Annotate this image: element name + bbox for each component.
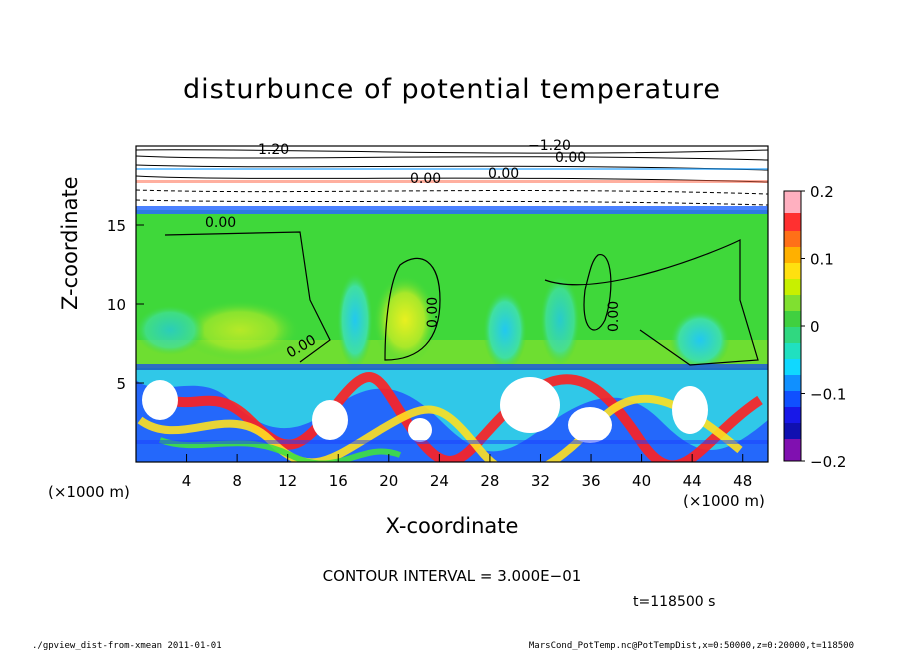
contour-interval: CONTOUR INTERVAL = 3.000E−01 — [322, 567, 582, 585]
colorbar-tick-label: −0.2 — [810, 453, 846, 471]
x-axis: 4 8 12 16 20 24 28 32 36 40 44 48 — [182, 454, 752, 490]
x-unit-left: (×1000 m) — [48, 483, 130, 501]
y-tick-label: 15 — [107, 217, 126, 235]
contour-label: 0.00 — [488, 166, 519, 182]
colorbar-tick-label: 0.2 — [810, 183, 834, 201]
contour-label: 0.00 — [555, 150, 586, 166]
colorbar-tick-label: −0.1 — [810, 386, 846, 404]
contour-label: −1.20 — [528, 138, 571, 154]
x-tick-label: 8 — [232, 472, 242, 490]
y-axis-label: Z-coordinate — [58, 176, 82, 310]
colorbar-tick-label: 0 — [810, 318, 820, 336]
colorbar — [783, 190, 802, 462]
x-tick-label: 4 — [182, 472, 192, 490]
x-tick-label: 20 — [379, 472, 398, 490]
y-tick-label: 10 — [107, 296, 126, 314]
x-tick-label: 28 — [480, 472, 499, 490]
contour-label: 0.00 — [425, 297, 441, 328]
footer-left: ./gpview_dist-from-xmean 2011-01-01 — [32, 641, 222, 651]
contour-label: 0.00 — [606, 301, 622, 332]
x-unit-right: (×1000 m) — [683, 492, 765, 510]
contour-label: 0.00 — [410, 171, 441, 187]
x-tick-label: 44 — [683, 472, 702, 490]
x-axis-label: X-coordinate — [385, 514, 519, 538]
footer-right: MarsCond_PotTemp.nc@PotTempDist,x=0:5000… — [528, 641, 854, 651]
x-tick-label: 24 — [430, 472, 449, 490]
x-tick-label: 32 — [531, 472, 550, 490]
time-label: t=118500 s — [633, 594, 716, 610]
y-axis: 5 10 15 — [107, 217, 144, 393]
x-tick-label: 36 — [581, 472, 600, 490]
x-tick-label: 12 — [278, 472, 297, 490]
y-tick-label: 5 — [116, 375, 126, 393]
contour-label: 1.20 — [258, 142, 289, 158]
heatmap-field — [136, 146, 768, 462]
colorbar-axis: 0.2 0.1 0 −0.1 −0.2 — [801, 183, 846, 471]
x-tick-label: 40 — [632, 472, 651, 490]
contour-label: 0.00 — [205, 215, 236, 231]
colorbar-tick-label: 0.1 — [810, 251, 834, 269]
chart-title: disturbunce of potential temperature — [183, 74, 721, 105]
x-tick-label: 16 — [329, 472, 348, 490]
x-tick-label: 48 — [733, 472, 752, 490]
